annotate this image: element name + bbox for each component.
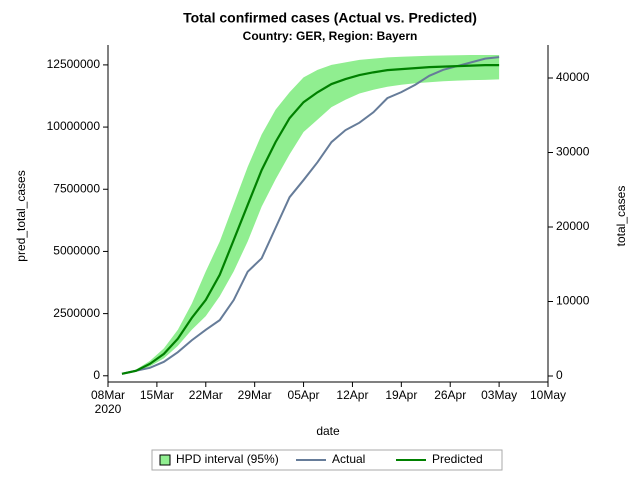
- x-tick-label: 22Mar: [189, 388, 223, 402]
- legend-label: HPD interval (95%): [176, 452, 279, 466]
- y-tick-label: 2500000: [53, 306, 100, 320]
- x-tick-label: 19Apr: [385, 388, 417, 402]
- y2-tick-label: 20000: [556, 219, 590, 233]
- series-line: [121, 56, 500, 375]
- y-axis-label: pred_total_cases: [14, 170, 28, 261]
- chart-subtitle: Country: GER, Region: Bayern: [243, 29, 418, 43]
- hpd-band: [121, 54, 500, 375]
- y-tick-label: 5000000: [53, 244, 100, 258]
- x-tick-label: 29Mar: [238, 388, 272, 402]
- series-line: [121, 64, 500, 375]
- y-tick-label: 10000000: [47, 119, 101, 133]
- y-tick-label: 7500000: [53, 181, 100, 195]
- legend-swatch: [159, 454, 171, 466]
- x-tick-label: 08Mar: [91, 388, 125, 402]
- x-tick-label: 12Apr: [336, 388, 368, 402]
- y2-axis-label: total_cases: [614, 186, 628, 247]
- x-tick-label: 10May: [530, 388, 566, 402]
- y-tick-label: 12500000: [47, 57, 101, 71]
- legend-label: Predicted: [432, 452, 483, 466]
- y2-tick-label: 40000: [556, 70, 590, 84]
- legend-label: Actual: [332, 452, 365, 466]
- x-tick-label: 15Mar: [140, 388, 174, 402]
- chart-title: Total confirmed cases (Actual vs. Predic…: [183, 10, 477, 26]
- y2-tick-label: 30000: [556, 145, 590, 159]
- y-tick-label: 0: [93, 368, 100, 382]
- x-axis-label: date: [316, 424, 340, 438]
- legend-frame: [151, 449, 503, 471]
- x-tick-label: 26Apr: [434, 388, 466, 402]
- x-tick-label: 03May: [481, 388, 517, 402]
- x-tick-year: 2020: [95, 402, 122, 416]
- y2-tick-label: 10000: [556, 294, 590, 308]
- x-tick-label: 05Apr: [288, 388, 320, 402]
- y2-tick-label: 0: [556, 368, 563, 382]
